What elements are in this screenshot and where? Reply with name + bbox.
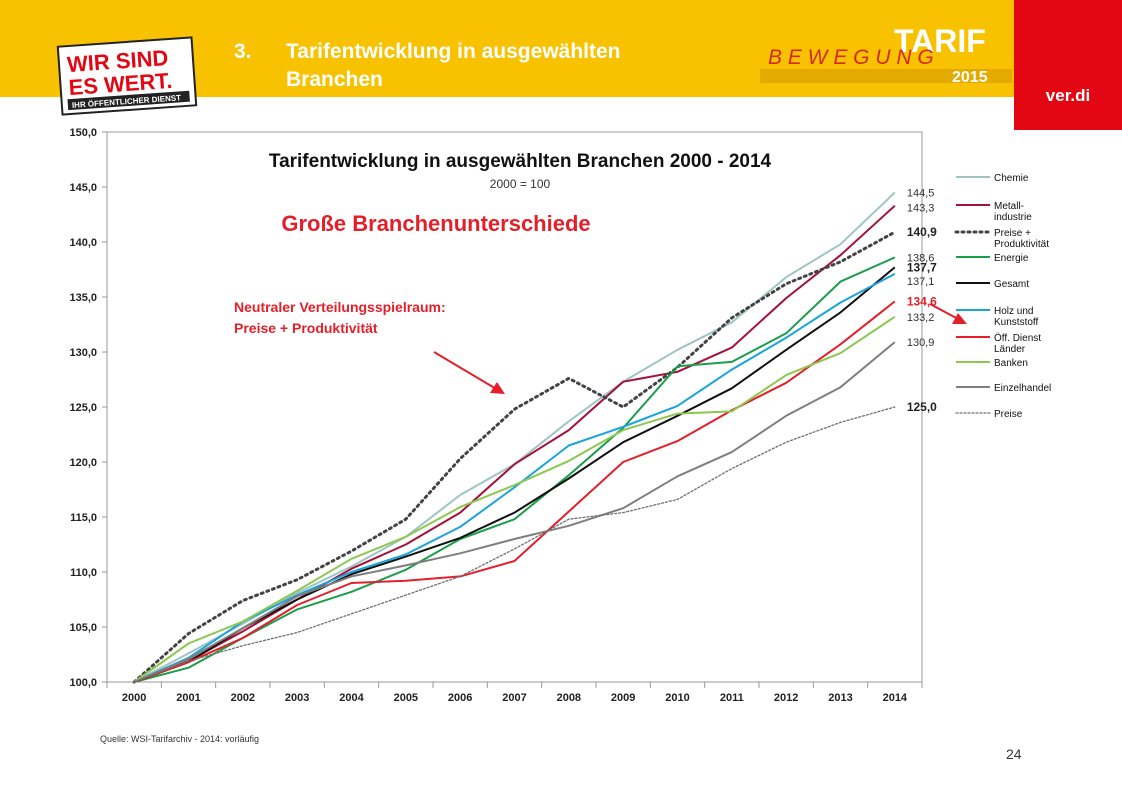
chart-axes: 100,0 105,0 110,0 115,0 120,0 125,0 130,0 135,0…: [69, 127, 923, 704]
x-tick-label: 2008: [557, 692, 581, 704]
verdi-logo-text: ver.di: [1045, 86, 1091, 105]
x-tick-label: 2000: [122, 692, 146, 704]
series-end-label: 138,6: [907, 252, 935, 264]
series-line: [133, 191, 896, 683]
legend-label: Metall-industrie: [994, 201, 1032, 223]
x-tick-label: 2007: [502, 692, 526, 704]
legend-label: Einzelhandel: [994, 383, 1051, 394]
y-tick-label: 135,0: [69, 292, 97, 304]
x-tick-label: 2006: [448, 692, 472, 704]
chart-series-layer: [132, 191, 897, 684]
legend-label: Energie: [994, 253, 1029, 264]
chart-title: Tarifentwicklung in ausgewählten Branche…: [269, 151, 772, 172]
x-tick-label: 2003: [285, 692, 309, 704]
y-tick-label: 125,0: [69, 402, 97, 414]
chart-subtitle: 2000 = 100: [490, 177, 551, 191]
x-tick-label: 2005: [394, 692, 418, 704]
page-title-line2: Branchen: [286, 68, 383, 91]
series-end-label: 140,9: [907, 225, 937, 239]
note-arrow: [433, 351, 505, 394]
x-tick-label: 2011: [720, 692, 744, 704]
series-end-label: 137,7: [907, 260, 937, 274]
legend-label: Preise + Produktivität: [994, 228, 1049, 250]
y-tick-label: 110,0: [70, 567, 97, 579]
series-end-label: 137,1: [907, 276, 935, 288]
series-end-label: 130,9: [907, 337, 935, 349]
y-tick-label: 130,0: [69, 347, 97, 359]
y-tick-label: 150,0: [69, 127, 97, 139]
note-annotation-line2: Preise + Produktivität: [234, 320, 378, 336]
year-text: 2015: [952, 69, 988, 86]
page-title-number: 3.: [234, 40, 252, 63]
verdi-brand-box: ver.di: [1014, 0, 1122, 130]
page-number: 24: [1006, 746, 1022, 762]
legend-label: Gesamt: [994, 279, 1029, 290]
x-tick-label: 2009: [611, 692, 635, 704]
series-line: [133, 315, 896, 683]
page-title-line1: Tarifentwicklung in ausgewählten: [286, 40, 621, 63]
legend-label: Banken: [994, 358, 1028, 369]
x-tick-label: 2013: [828, 692, 852, 704]
chart-legend: Chemie Metall-industrie Preise + Produktivi…: [954, 173, 1051, 420]
series-end-label: 144,5: [907, 188, 935, 200]
tarif-word: TARIF: [894, 23, 986, 59]
x-tick-label: 2012: [774, 692, 798, 704]
y-tick-label: 105,0: [69, 622, 97, 634]
bewegung-word: B E W E G U N G: [768, 46, 934, 69]
campaign-logo-wir-sind-es-wert: WIR SIND ES WERT. IHR ÖFFENTLICHER DIENS…: [56, 36, 198, 121]
y-tick-label: 115,0: [70, 512, 97, 524]
source-note: Quelle: WSI-Tarifarchiv - 2014: vorläufi…: [100, 734, 260, 744]
y-tick-label: 145,0: [69, 182, 97, 194]
series-line: [133, 204, 896, 683]
tarifbewegung-logo: TARIF B E W E G U N G 2015: [760, 16, 1016, 95]
headline-annotation: Große Branchenunterschiede: [281, 211, 590, 236]
series-line: [132, 230, 897, 684]
series-line: [133, 273, 896, 683]
x-tick-label: 2010: [665, 692, 689, 704]
legend-label: Preise: [994, 409, 1023, 420]
series-end-label: 125,0: [907, 400, 937, 414]
x-tick-label: 2004: [339, 692, 364, 704]
x-tick-label: 2001: [176, 692, 200, 704]
y-tick-label: 100,0: [69, 677, 97, 689]
label-arrow: [929, 303, 967, 324]
series-end-label: 133,2: [907, 312, 935, 324]
series-line: [133, 300, 896, 683]
x-tick-label: 2014: [883, 692, 908, 704]
legend-label: Öff. Dienst Länder: [994, 332, 1041, 355]
series-end-label: 143,3: [907, 203, 935, 215]
x-tick-label: 2002: [231, 692, 255, 704]
y-tick-label: 140,0: [69, 237, 97, 249]
series-line: [133, 406, 896, 683]
y-tick-label: 120,0: [69, 457, 97, 469]
legend-label: Chemie: [994, 173, 1029, 184]
series-line: [133, 341, 896, 683]
series-line: [133, 256, 896, 683]
note-annotation-line1: Neutraler Verteilungsspielraum:: [234, 299, 446, 315]
legend-label: Holz und Kunststoff: [994, 306, 1039, 328]
